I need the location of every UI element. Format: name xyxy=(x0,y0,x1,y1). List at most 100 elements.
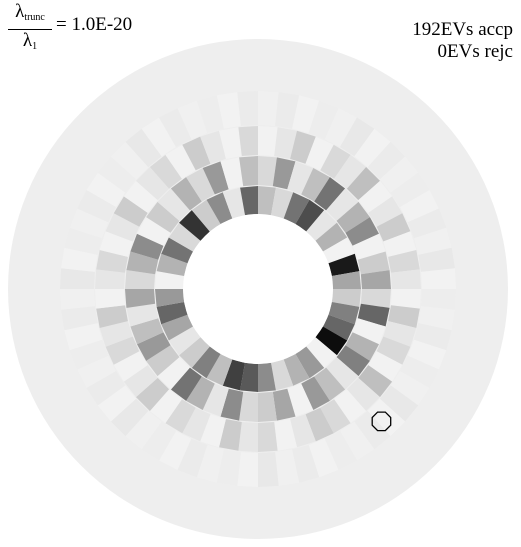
ring-cell xyxy=(64,227,102,255)
ring-cell xyxy=(146,345,180,377)
ring-cell xyxy=(390,371,430,406)
ring-cell xyxy=(113,196,148,227)
ring-cell xyxy=(292,95,320,133)
ring-cell xyxy=(196,95,224,133)
ring-cell xyxy=(130,318,164,345)
ring-cell xyxy=(61,247,98,272)
ring-cell xyxy=(324,108,357,147)
ring-cell xyxy=(137,332,171,361)
ring-cell xyxy=(149,389,182,424)
octagon-marker xyxy=(371,411,392,432)
ring-cell xyxy=(105,213,140,242)
ring-cell xyxy=(326,188,359,221)
ring-cell xyxy=(99,321,133,347)
ring-cell xyxy=(130,233,164,260)
ring-cell xyxy=(168,222,201,252)
ring-cell xyxy=(60,268,95,289)
ring-cell xyxy=(271,187,294,219)
ring-middle xyxy=(125,156,391,422)
ring-cell xyxy=(336,201,370,233)
ring-cell xyxy=(165,144,196,179)
ring-cell xyxy=(379,385,419,422)
ring-cell xyxy=(113,351,148,382)
ring-cell xyxy=(301,376,330,410)
ring-cell xyxy=(105,336,140,365)
ring-cell xyxy=(155,271,185,289)
accepted-count: 192EVs accp xyxy=(412,19,513,40)
ring-cell xyxy=(391,289,421,309)
ring-cell xyxy=(315,326,348,356)
ring-inner xyxy=(155,186,361,392)
ring-cell xyxy=(99,231,133,257)
ring-cell xyxy=(258,156,277,187)
ring-cell xyxy=(238,422,258,452)
ring-cell xyxy=(340,117,375,157)
ring-cell xyxy=(110,141,149,180)
ring-cell xyxy=(186,376,215,410)
ring-cell xyxy=(287,161,314,195)
ring-cell xyxy=(220,157,244,190)
ratio-value: = 1.0E-20 xyxy=(56,14,133,35)
ring-cell xyxy=(86,371,126,406)
ring-cell xyxy=(177,438,208,478)
ring-cell xyxy=(237,452,258,487)
ring-cell xyxy=(345,332,379,361)
ring-cell xyxy=(240,362,258,392)
ring-cell xyxy=(272,388,296,421)
ring-cell xyxy=(388,305,420,328)
ring-cell xyxy=(357,303,390,327)
ring-cell xyxy=(323,237,355,264)
ring-cell xyxy=(352,318,386,345)
ring-cell xyxy=(179,210,210,241)
ring-cell xyxy=(125,270,156,289)
ring-cell xyxy=(219,419,242,451)
ring-cell xyxy=(156,302,188,325)
ring-cell xyxy=(275,92,300,129)
ring-cell xyxy=(345,217,379,246)
ring-cell xyxy=(414,227,452,255)
ring-cell xyxy=(274,127,297,159)
ring-cell xyxy=(97,385,137,422)
ring-cell xyxy=(346,377,380,411)
ring-cell xyxy=(258,422,278,452)
ring-cell xyxy=(407,208,447,239)
ring-cell xyxy=(206,192,233,224)
ring-cell xyxy=(357,251,390,275)
ring-cell xyxy=(191,199,221,232)
ratio-numerator: λtrunc xyxy=(15,1,45,24)
ring-cell xyxy=(283,192,310,224)
ring-cell xyxy=(275,449,300,486)
ring-cell xyxy=(258,452,279,487)
ring-cell xyxy=(258,126,278,156)
ring-cell xyxy=(390,172,430,207)
ring-cell xyxy=(290,414,316,448)
ring-cell xyxy=(352,233,386,260)
ring-cell xyxy=(239,391,258,422)
ring-outer xyxy=(95,126,421,452)
ring-cell xyxy=(77,355,116,388)
ring-cell xyxy=(125,289,156,308)
ring-cell xyxy=(157,357,190,390)
ring-cell xyxy=(331,289,361,307)
ring-cell xyxy=(161,237,193,264)
ring-cell xyxy=(159,431,192,470)
ring-cell xyxy=(324,431,357,470)
rejected-count: 0EVs rejc xyxy=(437,41,513,62)
ring-cell xyxy=(320,399,351,434)
ring-cell xyxy=(346,167,380,201)
ring-cell xyxy=(170,367,202,401)
ring-cell xyxy=(206,354,233,386)
ring-cell xyxy=(179,337,210,368)
ring-cell xyxy=(258,186,276,216)
ring-cell xyxy=(328,253,360,276)
ring-cell xyxy=(368,196,403,227)
ring-cell xyxy=(421,268,456,289)
ring-cell xyxy=(306,210,337,241)
ring-cell xyxy=(69,208,109,239)
fraction-bar xyxy=(8,29,52,30)
ring-cell xyxy=(146,201,180,233)
ring-cell xyxy=(290,130,316,164)
ring-cell xyxy=(168,326,201,356)
